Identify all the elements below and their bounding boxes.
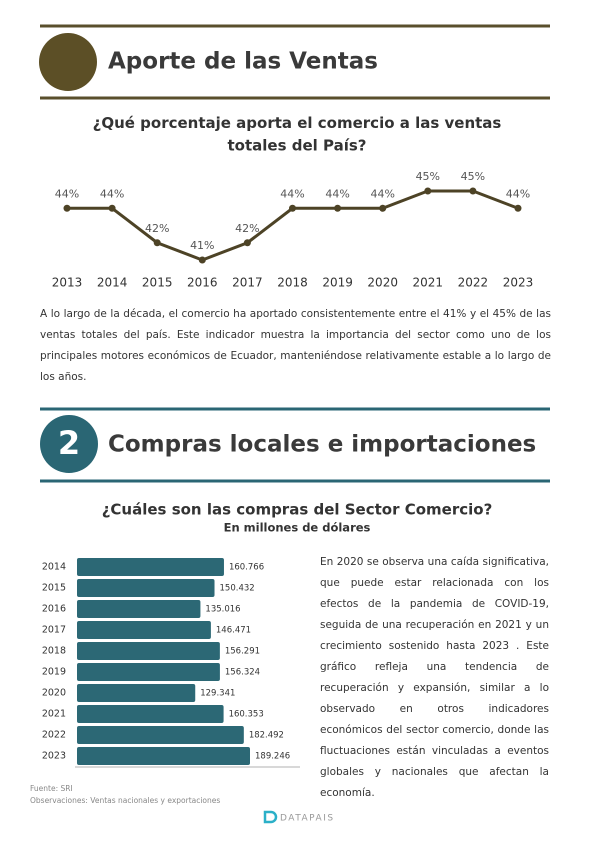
x-tick-label: 2015 [142, 276, 173, 290]
data-label: 156.291 [225, 647, 260, 657]
point [243, 239, 251, 247]
x-tick-label: 2020 [367, 276, 398, 290]
x-tick-label: 2017 [232, 276, 263, 290]
bar [77, 747, 250, 765]
y-tick-label: 2014 [42, 562, 66, 573]
section-badge [39, 33, 97, 91]
bar [77, 684, 196, 702]
y-tick-label: 2023 [42, 751, 66, 762]
paragraph: A lo largo de la década, el comercio ha … [40, 308, 551, 383]
line [67, 189, 519, 262]
chart-title: ¿Qué porcentaje aporta el comercio a las… [93, 114, 502, 155]
point [469, 187, 477, 195]
point [108, 204, 116, 212]
data-label: 44% [370, 187, 394, 200]
point [514, 204, 522, 212]
bar [77, 600, 201, 618]
y-tick-label: 2019 [42, 667, 66, 678]
data-label: 150.432 [220, 584, 255, 594]
y-tick-label: 2022 [42, 730, 66, 741]
x-tick-label: 2016 [187, 276, 218, 290]
bar [77, 642, 220, 660]
data-label: 42% [145, 222, 169, 235]
section-badge [40, 415, 98, 473]
data-label: 160.766 [229, 563, 264, 573]
y-tick-label: 2018 [42, 646, 66, 657]
chart-subtitle: En millones de dólares [224, 521, 371, 535]
point [424, 187, 432, 195]
y-tick-label: 2017 [42, 625, 66, 636]
bar [77, 663, 220, 681]
bar [77, 579, 215, 597]
y-tick-label: 2020 [42, 688, 66, 699]
y-tick-label: 2016 [42, 604, 66, 615]
x-tick-label: 2022 [458, 276, 489, 290]
data-label: 42% [235, 222, 259, 235]
data-label: 44% [506, 187, 530, 200]
notes: Observaciones: Ventas nacionales y expor… [30, 796, 220, 805]
x-tick-label: 2023 [503, 276, 534, 290]
bar [77, 726, 244, 744]
section-title: Aporte de las Ventas [108, 49, 378, 75]
data-label: 41% [190, 239, 214, 252]
section-title: Compras locales e importaciones [108, 432, 536, 458]
x-tick-label: 2013 [52, 276, 83, 290]
paragraph: En 2020 se observa una caída significati… [320, 556, 549, 799]
data-label: 45% [461, 170, 485, 183]
source: Fuente: SRI [30, 784, 73, 793]
x-tick-label: 2021 [413, 276, 444, 290]
data-label: 135.016 [205, 605, 240, 615]
y-tick-label: 2021 [42, 709, 66, 720]
bar [77, 621, 211, 639]
point [334, 204, 342, 212]
data-label: 44% [325, 187, 349, 200]
point [153, 239, 161, 247]
data-label: 44% [280, 187, 304, 200]
bar [77, 558, 224, 576]
logo-icon [263, 810, 278, 824]
section-number: 2 [58, 424, 80, 462]
data-label: 146.471 [216, 626, 251, 636]
y-tick-label: 2015 [42, 583, 66, 594]
data-label: 129.341 [200, 689, 235, 699]
point [63, 204, 71, 212]
data-label: 182.492 [249, 731, 284, 741]
brand: DATAPAIS [280, 814, 335, 824]
data-label: 160.353 [229, 710, 264, 720]
chart-title: ¿Cuáles son las compras del Sector Comer… [102, 501, 493, 519]
x-tick-label: 2019 [322, 276, 353, 290]
data-label: 44% [100, 187, 124, 200]
data-label: 189.246 [255, 752, 290, 762]
point [379, 204, 387, 212]
point [198, 256, 206, 264]
data-label: 44% [55, 187, 79, 200]
point [289, 204, 296, 212]
data-label: 156.324 [225, 668, 260, 678]
data-label: 45% [416, 170, 440, 183]
bar [77, 705, 224, 723]
x-tick-label: 2014 [97, 276, 128, 290]
x-tick-label: 2018 [277, 276, 308, 290]
